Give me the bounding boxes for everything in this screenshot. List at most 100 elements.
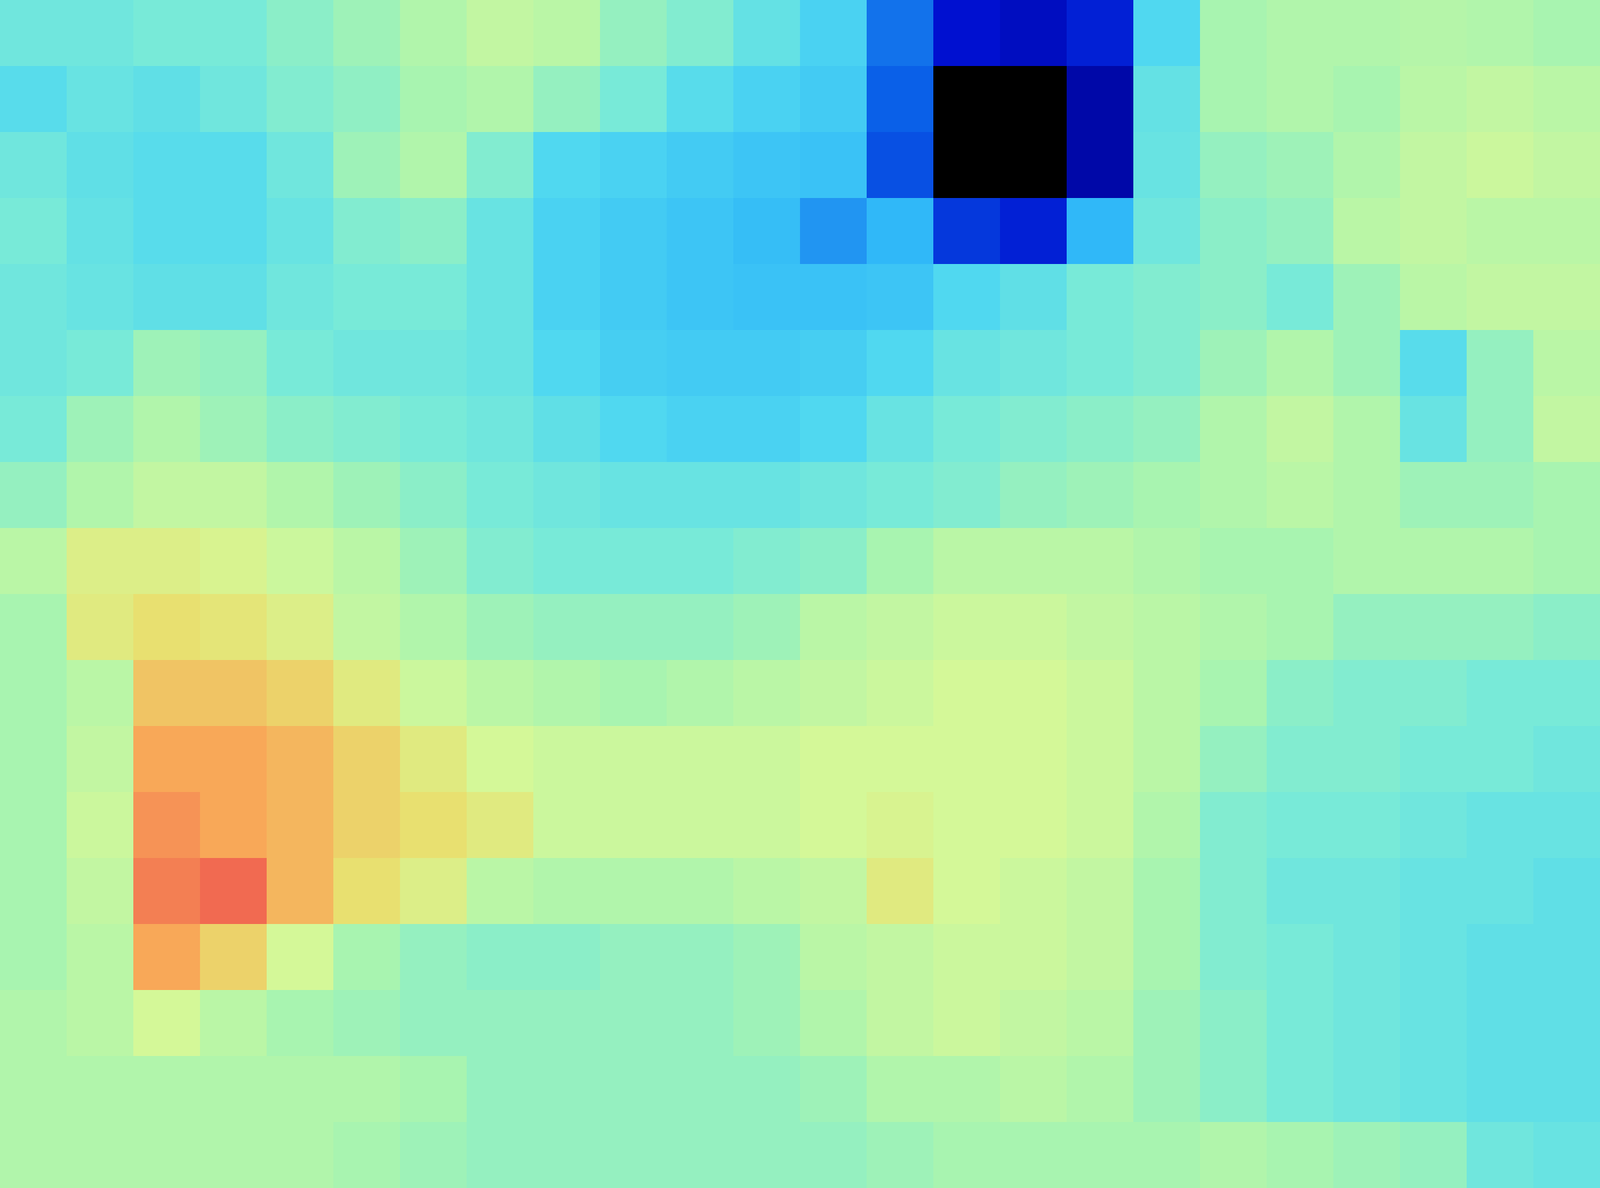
heatmap-cell <box>400 264 468 331</box>
heatmap-cell <box>600 132 668 199</box>
heatmap-cell <box>600 924 668 991</box>
heatmap-cell <box>866 858 934 925</box>
heatmap-cell <box>1000 660 1068 727</box>
heatmap-cell <box>66 528 134 595</box>
heatmap-cell <box>733 726 801 793</box>
heatmap-cell <box>733 528 801 595</box>
heatmap-cell <box>1133 1056 1201 1123</box>
heatmap-cell <box>666 66 734 133</box>
heatmap-cell <box>400 726 468 793</box>
heatmap-cell <box>1200 264 1268 331</box>
heatmap-cell <box>66 924 134 991</box>
heatmap-cell <box>1466 660 1534 727</box>
heatmap-cell <box>600 1056 668 1123</box>
heatmap-cell <box>266 594 334 661</box>
heatmap-cell <box>533 924 601 991</box>
heatmap-cell <box>733 990 801 1057</box>
heatmap-cell <box>1400 660 1468 727</box>
heatmap-cell <box>800 858 868 925</box>
heatmap-cell <box>1333 1122 1401 1188</box>
heatmap-cell <box>1466 858 1534 925</box>
heatmap-cell <box>466 66 534 133</box>
heatmap-cell <box>1266 528 1334 595</box>
heatmap-cell <box>800 264 868 331</box>
heatmap-cell <box>733 1122 801 1188</box>
heatmap-cell <box>466 396 534 463</box>
heatmap-cell <box>933 990 1001 1057</box>
heatmap-cell <box>1333 792 1401 859</box>
heatmap-cell <box>733 858 801 925</box>
heatmap-cell <box>1333 462 1401 529</box>
heatmap-cell <box>1200 924 1268 991</box>
heatmap-cell <box>1400 594 1468 661</box>
heatmap-cell <box>1266 660 1334 727</box>
heatmap-cell <box>533 198 601 265</box>
heatmap-cell <box>400 1056 468 1123</box>
heatmap-cell <box>200 990 268 1057</box>
heatmap-cell <box>1333 396 1401 463</box>
heatmap-cell <box>1066 198 1134 265</box>
heatmap-cell <box>1133 0 1201 67</box>
heatmap-cell <box>266 198 334 265</box>
heatmap-cell <box>866 726 934 793</box>
heatmap-cell <box>1133 660 1201 727</box>
heatmap-cell <box>666 792 734 859</box>
heatmap-cell <box>133 132 201 199</box>
heatmap-cell <box>666 396 734 463</box>
heatmap-cell <box>200 660 268 727</box>
heatmap-cell <box>466 660 534 727</box>
heatmap-cell <box>1000 990 1068 1057</box>
heatmap-cell <box>200 1056 268 1123</box>
heatmap-cell <box>0 924 68 991</box>
heatmap-cell <box>266 660 334 727</box>
heatmap-cell <box>1000 462 1068 529</box>
heatmap-cell <box>0 990 68 1057</box>
heatmap-cell <box>800 726 868 793</box>
heatmap-cell <box>1066 396 1134 463</box>
heatmap-cell <box>0 198 68 265</box>
heatmap-cell <box>1533 396 1600 463</box>
heatmap-cell <box>133 1056 201 1123</box>
heatmap-cell <box>1200 1056 1268 1123</box>
heatmap-cell <box>666 660 734 727</box>
heatmap-cell <box>600 0 668 67</box>
heatmap-chart <box>0 0 1600 1188</box>
heatmap-cell <box>666 726 734 793</box>
heatmap-cell <box>800 0 868 67</box>
heatmap-cell <box>866 330 934 397</box>
heatmap-cell <box>66 858 134 925</box>
heatmap-cell <box>1200 0 1268 67</box>
heatmap-cell <box>1533 0 1600 67</box>
heatmap-cell <box>733 264 801 331</box>
heatmap-cell <box>866 924 934 991</box>
heatmap-cell <box>1266 1056 1334 1123</box>
heatmap-cell <box>733 1056 801 1123</box>
heatmap-cell <box>933 1122 1001 1188</box>
heatmap-cell <box>333 858 401 925</box>
heatmap-cell <box>866 0 934 67</box>
heatmap-cell <box>533 660 601 727</box>
heatmap-cell <box>933 462 1001 529</box>
heatmap-cell <box>933 792 1001 859</box>
heatmap-cell <box>533 330 601 397</box>
heatmap-cell <box>133 990 201 1057</box>
heatmap-cell <box>1266 726 1334 793</box>
heatmap-cell <box>1200 330 1268 397</box>
heatmap-cell <box>866 1056 934 1123</box>
heatmap-cell <box>266 264 334 331</box>
heatmap-cell <box>133 924 201 991</box>
heatmap-cell <box>1200 1122 1268 1188</box>
heatmap-cell <box>666 924 734 991</box>
heatmap-cell <box>266 0 334 67</box>
heatmap-cell <box>466 462 534 529</box>
heatmap-cell <box>400 330 468 397</box>
heatmap-cell <box>466 330 534 397</box>
heatmap-cell <box>333 594 401 661</box>
heatmap-cell <box>933 264 1001 331</box>
heatmap-cell <box>1000 264 1068 331</box>
heatmap-cell <box>600 198 668 265</box>
heatmap-cell <box>1200 858 1268 925</box>
heatmap-cell <box>600 528 668 595</box>
heatmap-cell <box>933 330 1001 397</box>
heatmap-cell <box>1466 330 1534 397</box>
